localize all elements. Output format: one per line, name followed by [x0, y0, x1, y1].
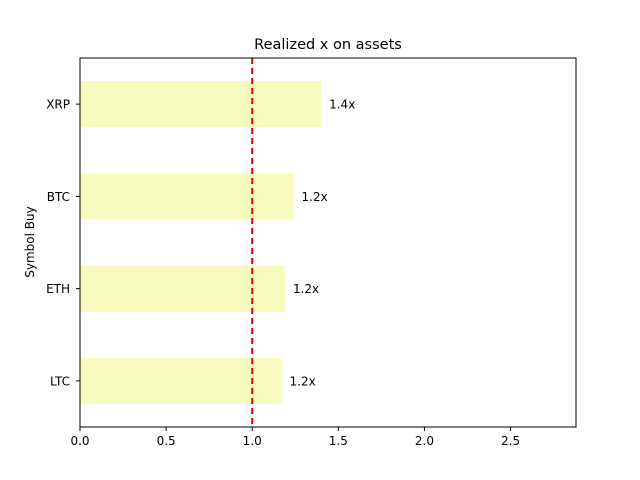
bar-ltc	[80, 357, 282, 404]
bar-label-ltc: 1.2x	[290, 374, 316, 388]
bar-xrp	[80, 81, 322, 128]
bar-label-btc: 1.2x	[302, 190, 328, 204]
plot-area-frame	[79, 57, 577, 428]
bar-label-xrp: 1.4x	[329, 98, 355, 112]
bar-btc	[80, 173, 294, 220]
x-tick-label: 2.0	[415, 434, 434, 448]
chart-title: Realized x on assets	[254, 37, 402, 53]
y-axis-ticks: XRP BTC ETH LTC	[46, 98, 80, 388]
y-axis-label: Symbol Buy	[23, 206, 37, 277]
x-axis-ticks: 0.0 0.5 1.0 1.5 2.0 2.5	[70, 427, 520, 448]
bars-group	[80, 81, 322, 404]
x-tick-label: 0.0	[70, 434, 89, 448]
bar-labels-group: 1.4x 1.2x 1.2x 1.2x	[290, 98, 356, 389]
bar-eth	[80, 265, 285, 312]
y-tick-label-ltc: LTC	[50, 374, 70, 388]
x-tick-label: 0.5	[157, 434, 176, 448]
bar-label-eth: 1.2x	[293, 282, 319, 296]
x-tick-label: 1.5	[329, 434, 348, 448]
x-tick-label: 1.0	[243, 434, 262, 448]
y-tick-label-btc: BTC	[47, 190, 70, 204]
x-tick-label: 2.5	[501, 434, 520, 448]
y-tick-label-xrp: XRP	[46, 98, 70, 112]
y-tick-label-eth: ETH	[46, 282, 70, 296]
